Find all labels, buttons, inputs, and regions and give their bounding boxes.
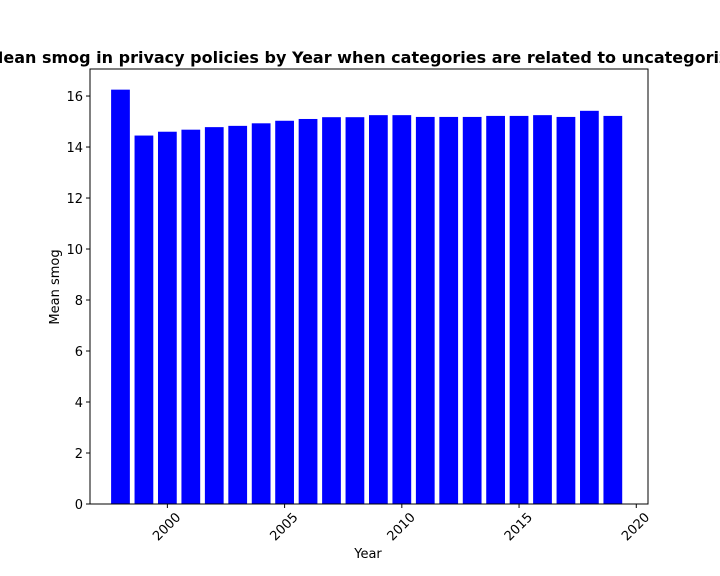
bar-2003: [228, 125, 248, 504]
bar-2007: [322, 117, 341, 504]
chart-title: Mean smog in privacy policies by Year wh…: [0, 48, 720, 67]
y-tick-label: 12: [66, 192, 83, 207]
bar-2009: [369, 115, 388, 504]
x-tick-label: 2015: [502, 510, 536, 544]
bar-2011: [415, 116, 435, 504]
bar-2016: [533, 115, 552, 504]
plot-frame: [89, 68, 649, 505]
bar-2018: [580, 110, 599, 505]
y-tick-label: 6: [75, 345, 83, 360]
x-axis-label: Year: [353, 547, 382, 562]
bar-2005: [275, 120, 294, 505]
y-axis-ticks: 0 2 4 6 8 10 12 14 16: [66, 90, 90, 513]
bar-2006: [298, 118, 318, 504]
bar-2013: [462, 116, 482, 504]
bar-2008: [345, 117, 365, 504]
y-tick-label: 10: [66, 243, 83, 258]
bar-1999: [134, 135, 154, 504]
bar-2017: [556, 116, 576, 504]
bar-2015: [509, 115, 529, 505]
bar-2010: [392, 115, 412, 504]
y-tick-label: 8: [75, 294, 83, 309]
x-tick-label: 2005: [267, 510, 301, 544]
bar-2002: [204, 127, 224, 505]
y-tick-label: 14: [66, 141, 83, 156]
x-axis-ticks: 2000 2005 2010 2015 2020: [150, 504, 653, 544]
x-tick-label: 2010: [385, 510, 419, 544]
bars-group: [111, 89, 623, 505]
bar-2001: [181, 129, 201, 504]
bar-2004: [251, 123, 271, 505]
y-tick-label: 0: [75, 498, 83, 513]
y-tick-label: 16: [66, 90, 83, 105]
y-tick-label: 4: [75, 396, 83, 411]
bar-2019: [603, 115, 623, 505]
y-axis-label: Mean smog: [48, 249, 63, 324]
y-tick-label: 2: [75, 447, 83, 462]
bar-2000: [157, 131, 177, 504]
bar-1998: [111, 89, 130, 505]
bar-2012: [439, 116, 459, 504]
x-tick-label: 2020: [619, 510, 653, 544]
x-tick-label: 2000: [150, 510, 184, 544]
bar-2014: [486, 115, 505, 505]
